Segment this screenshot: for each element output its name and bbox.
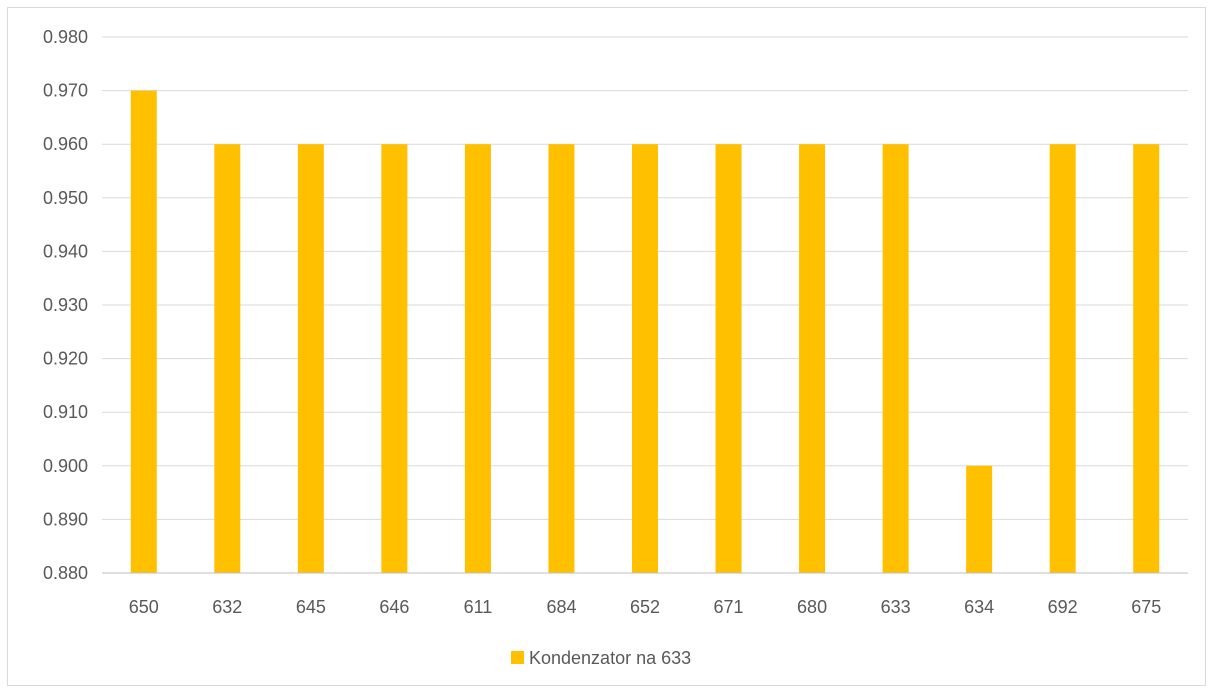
bar xyxy=(130,90,157,573)
bar xyxy=(966,465,993,573)
x-tick-label: 632 xyxy=(212,597,242,617)
x-tick-label: 675 xyxy=(1131,597,1161,617)
y-tick-label: 0.980 xyxy=(43,27,88,47)
bar xyxy=(632,144,658,573)
x-tick-label: 633 xyxy=(881,597,911,617)
x-tick-label: 634 xyxy=(964,597,994,617)
x-tick-label: 646 xyxy=(379,597,409,617)
y-tick-label: 0.930 xyxy=(43,295,88,315)
y-tick-label: 0.950 xyxy=(43,188,88,208)
bar xyxy=(715,144,742,573)
gridlines xyxy=(102,36,1188,520)
x-tick-label: 645 xyxy=(296,597,326,617)
x-tick-label: 680 xyxy=(797,597,827,617)
y-tick-label: 0.900 xyxy=(43,456,88,476)
y-axis-tick-labels: 0.880 0.890 0.900 0.910 0.920 0.930 0.940 0.950… xyxy=(43,27,88,583)
y-tick-label: 0.890 xyxy=(43,509,88,529)
y-tick-label: 0.910 xyxy=(43,402,88,422)
x-axis-tick-labels: 650 632 645 646 611 684 652 671 680 633 634 692 675 xyxy=(129,597,1162,617)
x-tick-label: 650 xyxy=(129,597,159,617)
bars xyxy=(130,90,1160,573)
x-tick-label: 652 xyxy=(630,597,660,617)
bar xyxy=(882,144,909,573)
legend-swatch xyxy=(511,651,524,664)
bar xyxy=(464,144,491,573)
bar xyxy=(799,144,826,573)
bar xyxy=(297,144,324,573)
y-tick-label: 0.960 xyxy=(43,134,88,154)
bar xyxy=(214,144,241,573)
x-tick-label: 671 xyxy=(714,597,744,617)
x-tick-label: 692 xyxy=(1048,597,1078,617)
bar xyxy=(1049,144,1076,573)
bar xyxy=(381,144,408,573)
x-tick-label: 611 xyxy=(464,597,493,617)
y-tick-label: 0.920 xyxy=(43,349,88,369)
y-tick-label: 0.880 xyxy=(43,563,88,583)
bar xyxy=(548,144,575,573)
legend: Kondenzator na 633 xyxy=(511,648,691,668)
bar xyxy=(1133,144,1160,573)
legend-label: Kondenzator na 633 xyxy=(529,648,691,668)
x-tick-label: 684 xyxy=(546,597,576,617)
y-tick-label: 0.940 xyxy=(43,241,88,261)
y-tick-label: 0.970 xyxy=(43,81,88,101)
